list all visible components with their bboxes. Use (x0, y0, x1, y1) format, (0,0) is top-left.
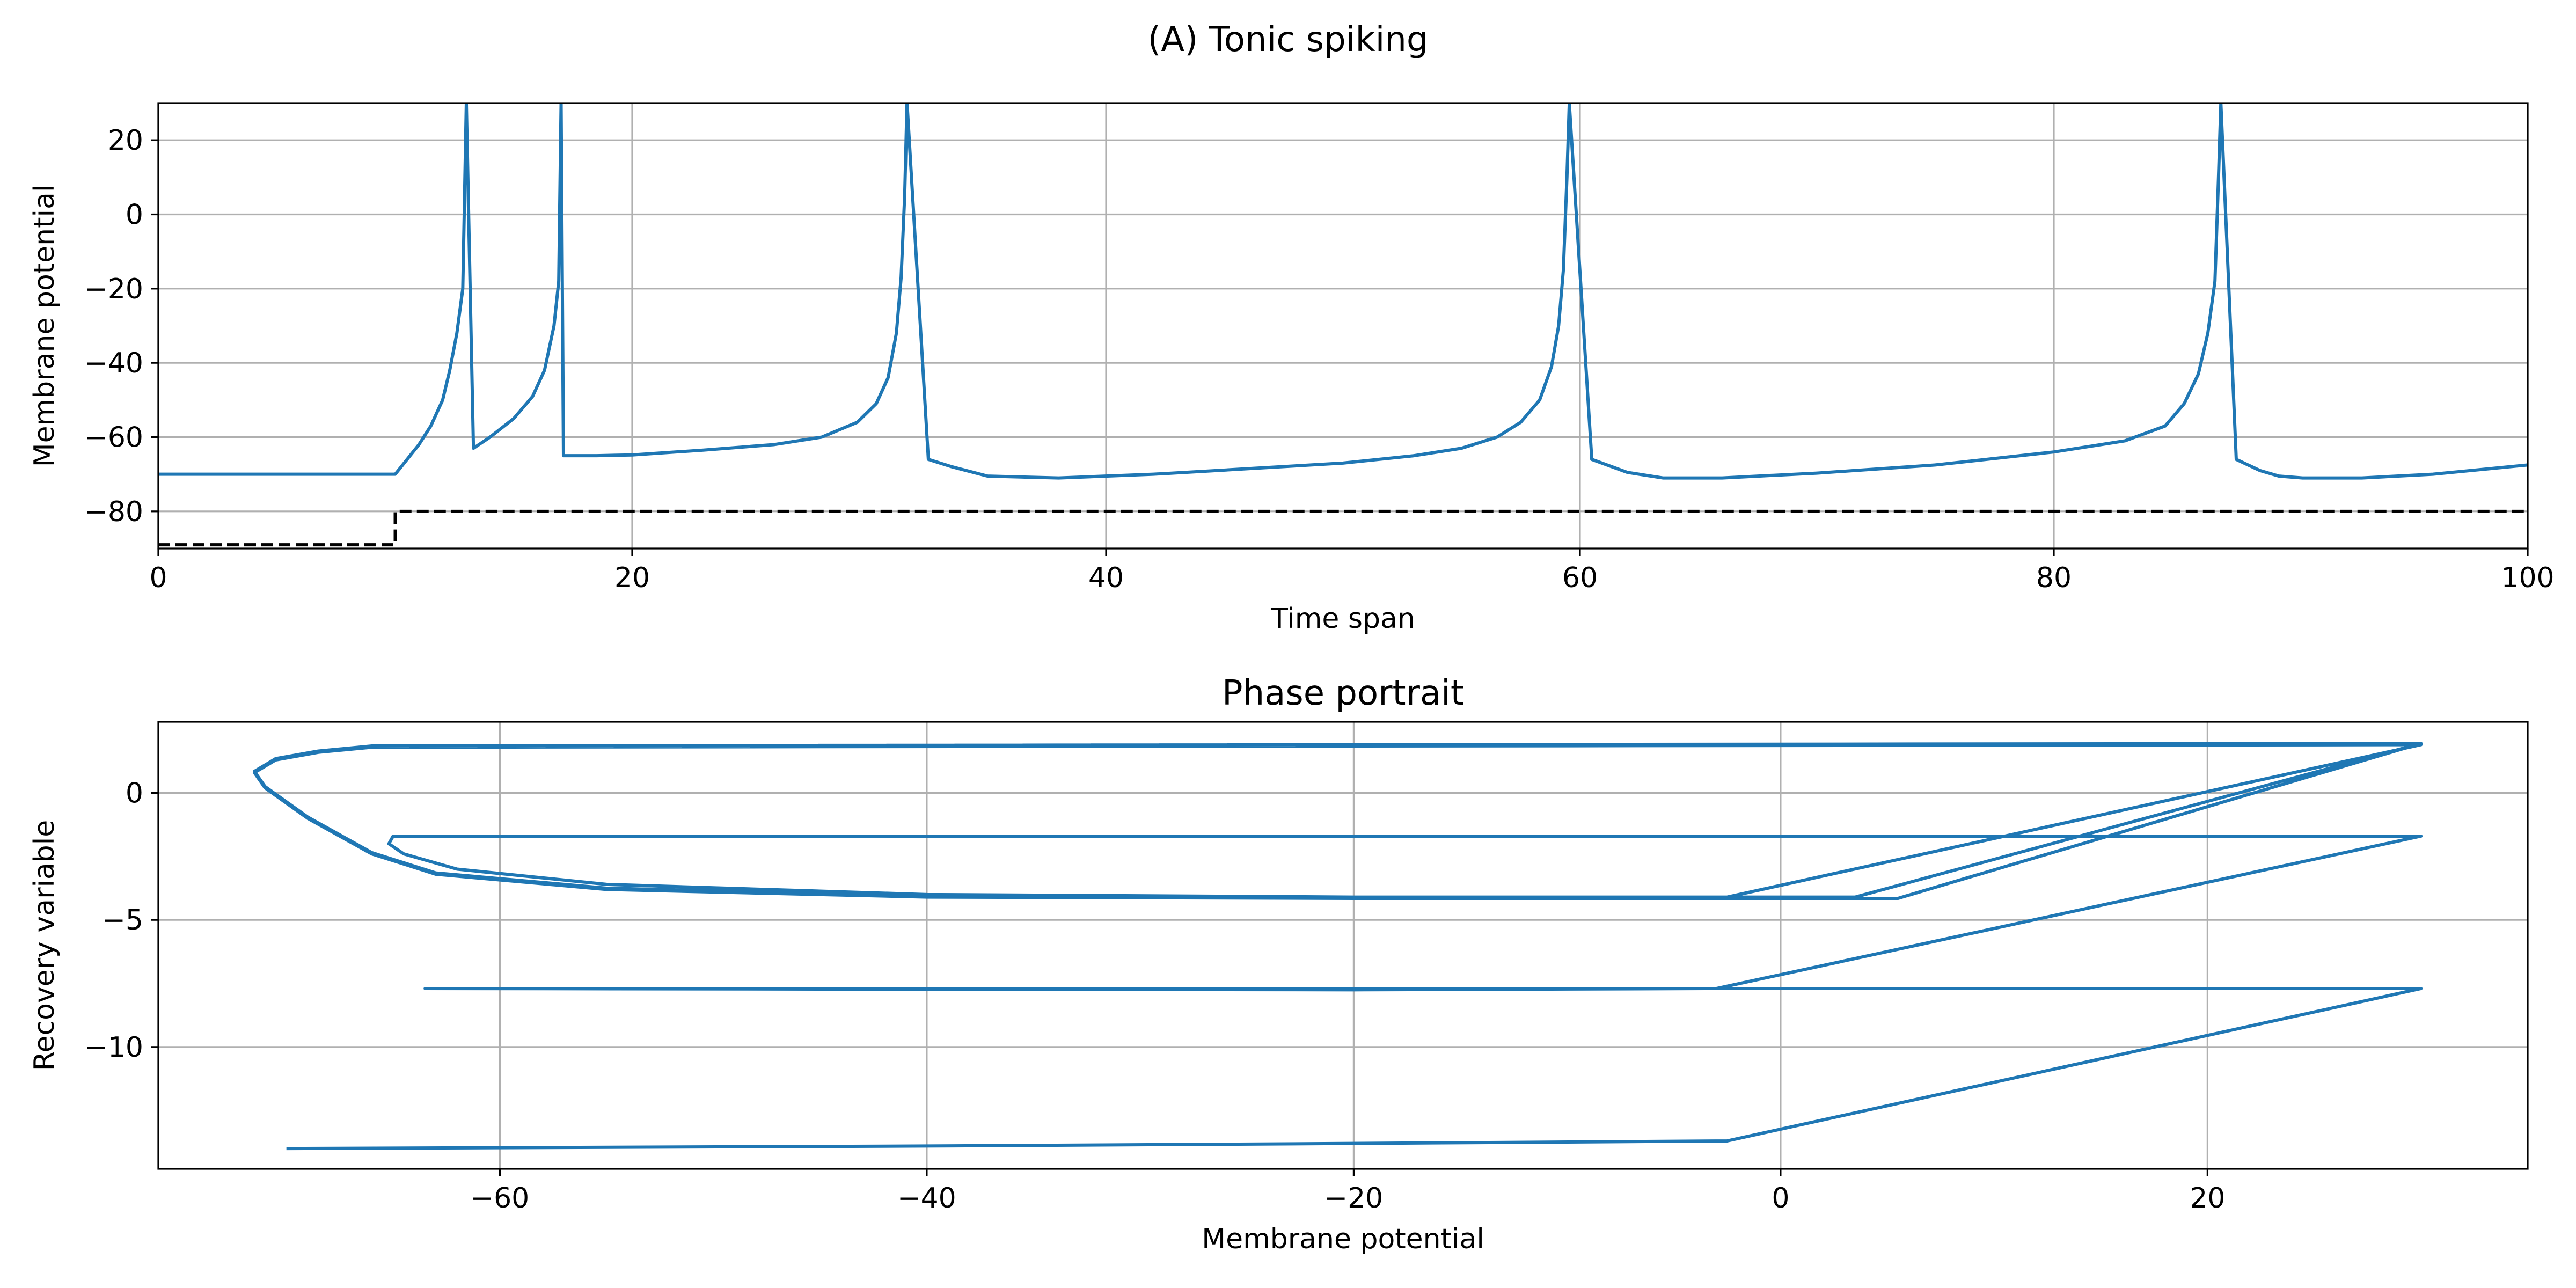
y-tick-label: 0 (126, 199, 143, 231)
x-tick-label: 40 (1088, 562, 1124, 594)
y-tick-label: −60 (84, 422, 143, 454)
series-line (158, 103, 2528, 480)
x-tick-label: 60 (1562, 562, 1598, 594)
top-x-ticks: 0 20 40 60 80 100 (149, 548, 2555, 594)
membrane-potential-chart: 0 20 40 60 80 100 −80 −60 −40 −20 0 20 Time span M… (28, 102, 2555, 635)
top-y-axis-label: Membrane potential (28, 185, 61, 467)
series-line (252, 742, 2423, 1151)
top-x-axis-label: Time span (1270, 603, 1415, 635)
y-tick-label: 20 (108, 125, 143, 157)
x-tick-label: 0 (149, 562, 167, 594)
bottom-y-ticks: 0 −5 −10 (84, 778, 158, 1064)
x-tick-label: −20 (1324, 1182, 1384, 1214)
x-tick-label: −40 (897, 1182, 956, 1214)
y-tick-label: −80 (84, 496, 143, 528)
top-axes-frame (157, 102, 2529, 550)
x-tick-label: −60 (471, 1182, 530, 1214)
y-tick-label: −20 (84, 273, 143, 305)
bottom-x-ticks: −60 −40 −20 0 20 (471, 1169, 2225, 1214)
top-series (158, 103, 2528, 547)
bottom-series (252, 742, 2423, 1151)
top-y-ticks: −80 −60 −40 −20 0 20 (84, 125, 158, 528)
x-tick-label: 20 (614, 562, 650, 594)
top-grid (157, 103, 2529, 548)
y-tick-label: 0 (126, 778, 143, 810)
bottom-chart-title: Phase portrait (1222, 674, 1464, 713)
input-current-line (158, 509, 2528, 547)
x-tick-label: 80 (2036, 562, 2072, 594)
bottom-axes-frame (157, 721, 2529, 1170)
bottom-y-axis-label: Recovery variable (28, 820, 61, 1071)
phase-portrait-chart: −60 −40 −20 0 20 0 −5 −10 Phase portrait Membr… (28, 674, 2529, 1255)
figure-title: (A) Tonic spiking (1147, 20, 1428, 60)
y-tick-label: −40 (84, 347, 143, 379)
x-tick-label: 20 (2190, 1182, 2225, 1214)
x-tick-label: 0 (1772, 1182, 1789, 1214)
y-tick-label: −5 (102, 904, 143, 936)
bottom-x-axis-label: Membrane potential (1202, 1223, 1484, 1255)
y-tick-label: −10 (84, 1031, 143, 1064)
bottom-grid (158, 722, 2528, 1169)
x-tick-label: 100 (2501, 562, 2554, 594)
